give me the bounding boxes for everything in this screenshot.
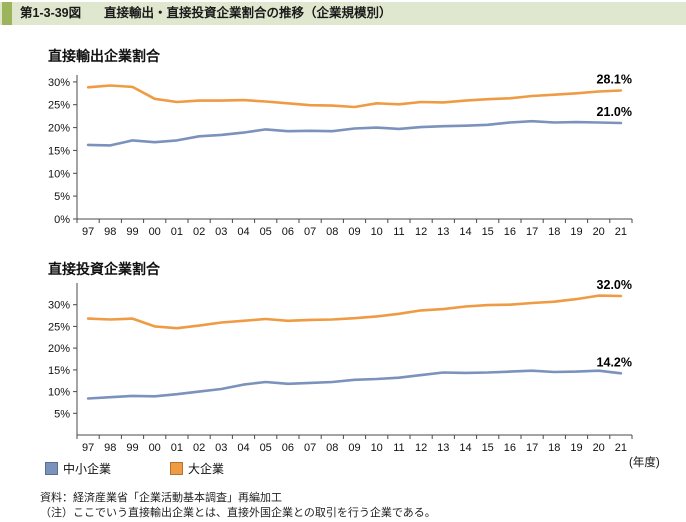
svg-text:03: 03 — [215, 442, 227, 454]
svg-text:02: 02 — [193, 226, 205, 238]
investment-chart-title: 直接投資企業割合 — [48, 261, 160, 277]
svg-text:15%: 15% — [48, 365, 70, 377]
svg-text:05: 05 — [260, 226, 272, 238]
large-legend-label: 大企業 — [188, 461, 225, 476]
svg-text:14: 14 — [459, 226, 471, 238]
svg-text:11: 11 — [393, 226, 404, 238]
svg-text:20: 20 — [593, 442, 605, 454]
svg-text:07: 07 — [304, 226, 316, 238]
svg-text:19: 19 — [570, 442, 582, 454]
svg-text:04: 04 — [237, 442, 249, 454]
svg-text:16: 16 — [504, 226, 516, 238]
svg-text:0%: 0% — [54, 214, 70, 226]
definition-note: （注）ここでいう直接輸出企業とは、直接外国企業との取引を行う企業である。 — [40, 507, 436, 519]
svg-text:19: 19 — [570, 226, 582, 238]
svg-text:06: 06 — [282, 226, 294, 238]
investment-ratio-line-chart: 5% 10% 15% 20% 25% 30% 97 98 99 00 01 02 03 04 05 06 07 0… — [48, 280, 633, 454]
svg-text:98: 98 — [104, 226, 116, 238]
svg-text:13: 13 — [437, 226, 449, 238]
svg-text:97: 97 — [82, 442, 94, 454]
svg-text:00: 00 — [149, 442, 161, 454]
large-color-swatch — [170, 461, 183, 475]
svg-text:20%: 20% — [48, 123, 70, 135]
svg-text:04: 04 — [237, 226, 249, 238]
svg-text:10%: 10% — [48, 387, 70, 399]
export-chart-title: 直接輸出企業割合 — [48, 48, 160, 64]
svg-text:12: 12 — [415, 442, 427, 454]
x-axis-unit-label: (年度) — [629, 457, 660, 469]
figure-title: 直接輸出・直接投資企業割合の推移（企業規模別） — [104, 6, 392, 20]
svg-text:30%: 30% — [48, 300, 70, 312]
svg-text:02: 02 — [193, 442, 205, 454]
svg-text:10: 10 — [371, 442, 383, 454]
header-accent-square — [2, 2, 12, 25]
svg-text:20%: 20% — [48, 343, 70, 355]
svg-text:20: 20 — [593, 226, 605, 238]
svg-text:13: 13 — [437, 442, 449, 454]
svg-text:18: 18 — [548, 226, 560, 238]
legend-item-sme: 中小企業 — [45, 461, 112, 476]
svg-text:21: 21 — [615, 442, 627, 454]
svg-text:15: 15 — [482, 442, 494, 454]
legend-item-large: 大企業 — [170, 461, 225, 476]
source-note: 資料：経済産業省「企業活動基本調査」再編加工 — [40, 492, 282, 504]
svg-text:01: 01 — [171, 226, 183, 238]
svg-text:18: 18 — [548, 442, 560, 454]
svg-text:08: 08 — [326, 226, 338, 238]
svg-text:17: 17 — [526, 442, 538, 454]
svg-text:21.0%: 21.0% — [597, 105, 632, 119]
svg-text:10%: 10% — [48, 168, 70, 180]
svg-text:12: 12 — [415, 226, 427, 238]
svg-text:08: 08 — [326, 442, 338, 454]
svg-text:30%: 30% — [48, 77, 70, 89]
svg-text:03: 03 — [215, 226, 227, 238]
svg-text:11: 11 — [393, 442, 404, 454]
svg-text:14: 14 — [459, 442, 471, 454]
sme-color-swatch — [45, 461, 58, 475]
figure-number: 第1-3-39図 — [20, 6, 82, 20]
sme-legend-label: 中小企業 — [63, 461, 112, 476]
svg-text:01: 01 — [171, 442, 183, 454]
svg-text:21: 21 — [615, 226, 627, 238]
svg-text:98: 98 — [104, 442, 116, 454]
svg-text:17: 17 — [526, 226, 538, 238]
svg-text:00: 00 — [149, 226, 161, 238]
svg-text:15%: 15% — [48, 145, 70, 157]
svg-text:5%: 5% — [54, 191, 70, 203]
svg-text:16: 16 — [504, 442, 516, 454]
svg-text:99: 99 — [126, 442, 138, 454]
svg-text:5%: 5% — [54, 408, 70, 420]
svg-text:97: 97 — [82, 226, 94, 238]
svg-text:32.0%: 32.0% — [597, 280, 632, 292]
svg-text:14.2%: 14.2% — [597, 355, 632, 369]
svg-text:09: 09 — [348, 226, 360, 238]
svg-text:09: 09 — [348, 442, 360, 454]
figure-header: 第1-3-39図 直接輸出・直接投資企業割合の推移（企業規模別） — [0, 2, 686, 25]
svg-text:25%: 25% — [48, 100, 70, 112]
svg-text:15: 15 — [482, 226, 494, 238]
svg-text:06: 06 — [282, 442, 294, 454]
svg-text:99: 99 — [126, 226, 138, 238]
svg-text:10: 10 — [371, 226, 383, 238]
svg-text:25%: 25% — [48, 321, 70, 333]
svg-text:05: 05 — [260, 442, 272, 454]
export-ratio-line-chart: 0% 5% 10% 15% 20% 25% 30% 97 98 99 00 01 02 03 04 05 06 0… — [48, 73, 633, 238]
svg-text:28.1%: 28.1% — [597, 73, 632, 87]
svg-text:07: 07 — [304, 442, 316, 454]
